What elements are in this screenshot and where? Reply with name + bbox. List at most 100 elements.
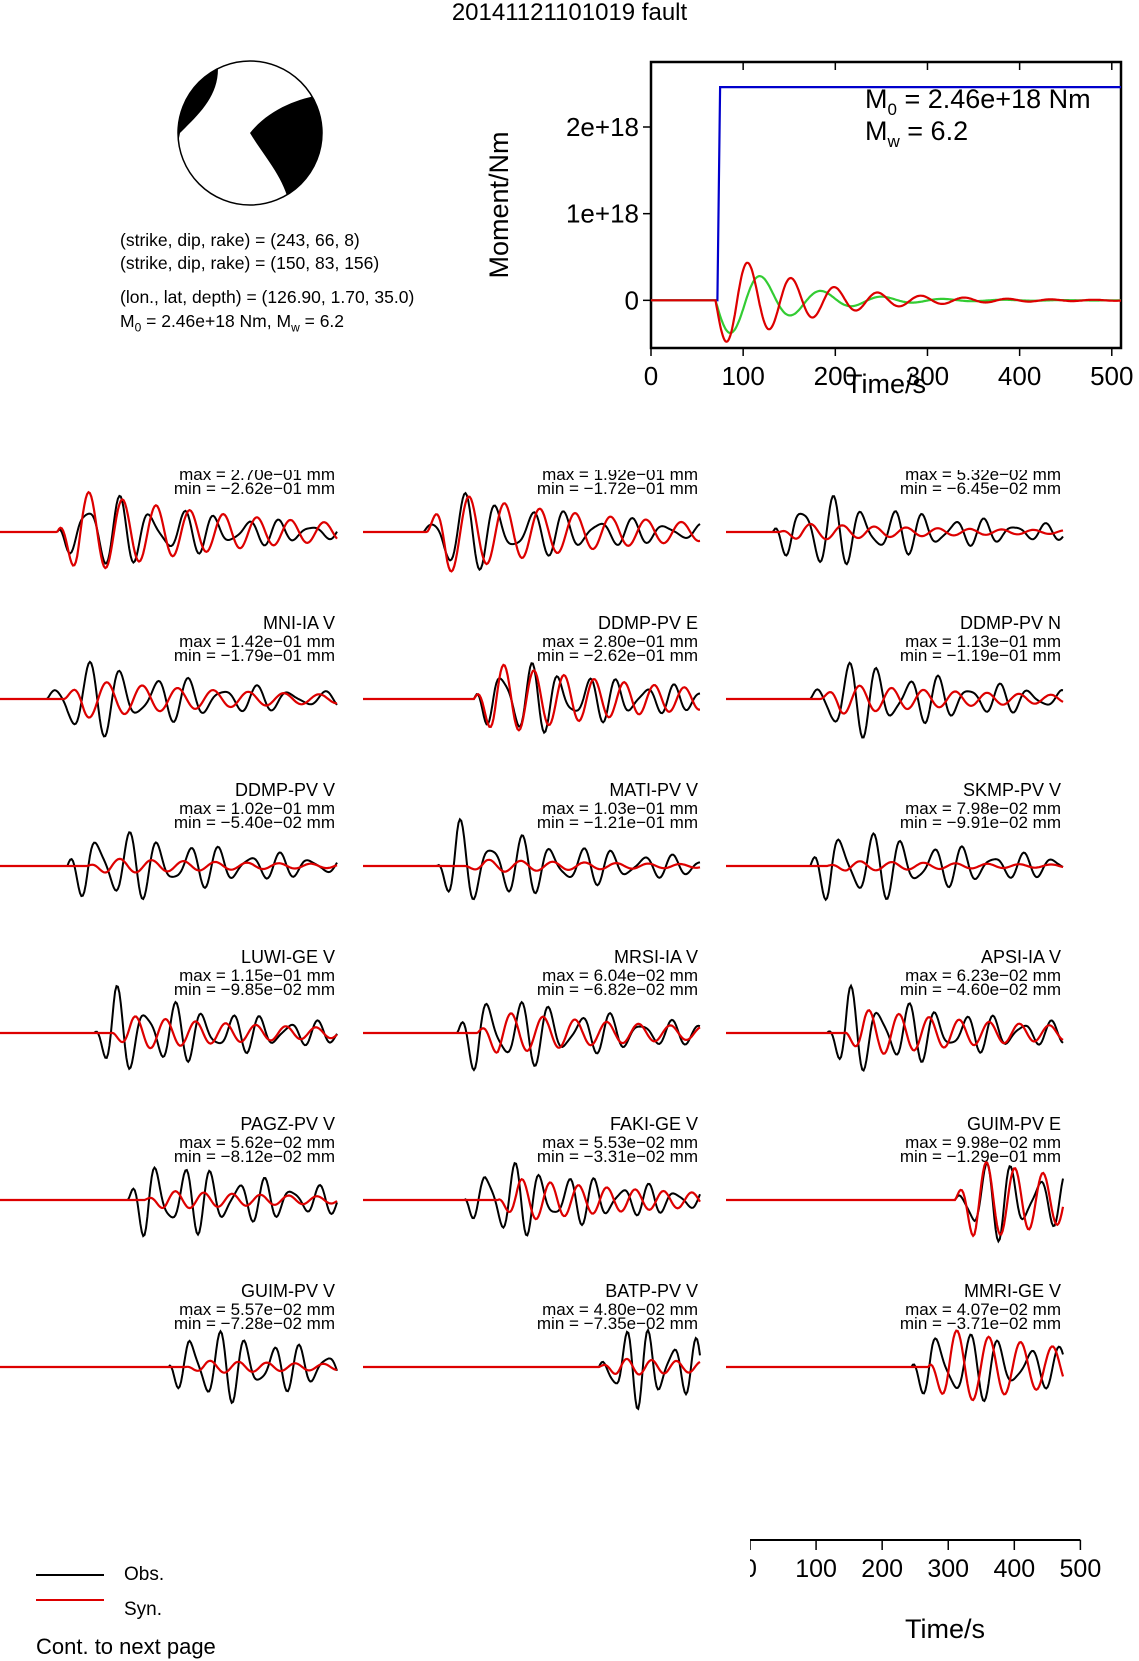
syn-trace	[0, 857, 338, 874]
station-min: min = −7.35e−02 mm	[537, 1314, 698, 1333]
syn-trace	[726, 522, 1064, 541]
station-max: max = 9.98e−02 mm	[905, 1133, 1061, 1152]
syn-trace	[726, 684, 1064, 715]
obs-trace	[726, 495, 1064, 566]
beachball-icon	[177, 60, 323, 206]
syn-trace	[726, 1329, 1065, 1402]
station-min: min = −2.62e−01 mm	[174, 479, 335, 498]
moment-chart-xlabel: Time/s	[846, 369, 926, 399]
station-min: min = −9.85e−02 mm	[174, 980, 335, 999]
continuation-note: Cont. to next page	[36, 1634, 216, 1659]
station-max: max = 1.13e−01 mm	[905, 632, 1061, 651]
syn-trace	[363, 1357, 701, 1376]
moment-chart-frame	[649, 60, 1123, 350]
legend-swatches	[36, 1574, 104, 1601]
bottom-xtick-label: 400	[993, 1555, 1035, 1583]
bottom-xtick-label: 200	[861, 1555, 903, 1583]
station-min: min = −4.60e−02 mm	[900, 980, 1061, 999]
syn-trace	[726, 1009, 1064, 1055]
station-min: min = −8.12e−02 mm	[174, 1147, 335, 1166]
station-min: min = −9.91e−02 mm	[900, 813, 1061, 832]
moment-annotation-m0: M0 = 2.46e+18 Nm	[865, 84, 1091, 119]
station-max: max = 5.62e−02 mm	[179, 1133, 335, 1152]
moment-series-line-1	[651, 274, 1121, 335]
bottom-xtick-label: 300	[927, 1555, 969, 1583]
moment-series-line-2	[651, 261, 1121, 343]
station-name: MMRI-GE V	[964, 1281, 1061, 1301]
bottom-xtick-label: 500	[1060, 1555, 1102, 1583]
bottom-time-axis: 0 100 200 300 400 500 Time/s	[750, 1539, 1102, 1644]
obs-trace	[363, 1327, 701, 1411]
station-min: min = −1.72e−01 mm	[537, 479, 698, 498]
syn-trace	[0, 681, 338, 719]
moment-text: M0 = 2.46e+18 Nm, Mw = 6.2	[120, 311, 345, 335]
location-text: (lon., lat, depth) = (126.90, 1.70, 35.0…	[120, 287, 415, 307]
station-max: max = 5.32e−02 mm	[905, 470, 1061, 484]
station-max: max = 1.03e−01 mm	[542, 799, 698, 818]
station-name: BATP-PV V	[605, 1281, 698, 1301]
syn-trace	[0, 1015, 338, 1050]
station-max: max = 4.07e−02 mm	[905, 1300, 1061, 1319]
syn-trace	[363, 1177, 701, 1221]
station-name: PAGZ-PV V	[240, 1114, 335, 1134]
obs-trace	[0, 494, 338, 565]
station-max: max = 6.04e−02 mm	[542, 966, 698, 985]
station-min: min = −1.79e−01 mm	[174, 646, 335, 665]
syn-trace	[0, 490, 338, 570]
station-min: min = −6.45e−02 mm	[900, 479, 1061, 498]
syn-trace	[363, 495, 701, 573]
syn-trace	[363, 858, 701, 873]
station-min: min = −6.82e−02 mm	[537, 980, 698, 999]
syn-trace	[726, 1161, 1065, 1238]
station-name: MNI-IA V	[263, 613, 335, 633]
moment-xtick-label: 0	[644, 361, 658, 391]
legend-obs-label: Obs.	[124, 1564, 165, 1585]
station-min: min = −1.19e−01 mm	[900, 646, 1061, 665]
station-name: GUIM-PV V	[241, 1281, 335, 1301]
station-max: max = 1.42e−01 mm	[179, 632, 335, 651]
station-name: LUWI-GE V	[241, 947, 335, 967]
moment-xtick-label: 400	[998, 361, 1041, 391]
bottom-xtick-label: 100	[795, 1555, 837, 1583]
syn-trace	[0, 1190, 338, 1210]
bottom-axis-xlabel: Time/s	[905, 1614, 985, 1644]
moment-ytick-label: 2e+18	[566, 112, 639, 142]
station-min: min = −2.62e−01 mm	[537, 646, 698, 665]
station-name: APSI-IA V	[981, 947, 1061, 967]
moment-xtick-label: 300	[906, 361, 949, 391]
station-min: min = −7.28e−02 mm	[174, 1314, 335, 1333]
moment-ytick-label: 0	[625, 285, 639, 315]
station-max: max = 4.80e−02 mm	[542, 1300, 698, 1319]
station-name: FAKI-GE V	[610, 1114, 698, 1134]
station-min: min = −1.21e−01 mm	[537, 813, 698, 832]
moment-annotation-mw: Mw = 6.2	[865, 116, 968, 151]
moment-xtick-label: 100	[721, 361, 764, 391]
station-max: max = 2.80e−01 mm	[542, 632, 698, 651]
station-max: max = 5.57e−02 mm	[179, 1300, 335, 1319]
plane1-text: (strike, dip, rake) = (243, 66, 8)	[120, 230, 360, 250]
obs-trace	[0, 660, 338, 738]
station-max: max = 1.15e−01 mm	[179, 966, 335, 985]
station-min: min = −3.31e−02 mm	[537, 1147, 698, 1166]
moment-xtick-label: 500	[1090, 361, 1133, 391]
station-min: min = −3.71e−02 mm	[900, 1314, 1061, 1333]
station-max: max = 2.70e−01 mm	[179, 470, 335, 484]
station-name: MATI-PV V	[609, 780, 698, 800]
station-min: min = −5.40e−02 mm	[174, 813, 335, 832]
